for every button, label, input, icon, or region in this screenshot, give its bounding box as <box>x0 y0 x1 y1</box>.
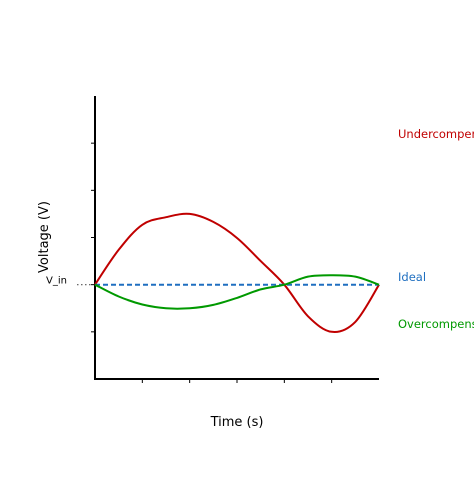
series-label-ideal: Ideal <box>398 270 426 284</box>
series-labels: Undercompensated Ideal Overcompensated <box>398 127 474 331</box>
series-line-undercompensated <box>94 212 380 333</box>
vin-label: V_in <box>46 276 67 287</box>
series-label-undercompensated: Undercompensated <box>398 127 474 141</box>
ticks <box>91 142 333 383</box>
y-axis-label: Voltage (V) <box>37 201 52 273</box>
series-group <box>94 212 380 333</box>
reference-line-group: V_in <box>46 276 93 287</box>
series-label-overcompensated: Overcompensated <box>398 317 474 331</box>
x-axis-label: Time (s) <box>210 415 264 430</box>
series-line-overcompensated <box>94 274 380 310</box>
